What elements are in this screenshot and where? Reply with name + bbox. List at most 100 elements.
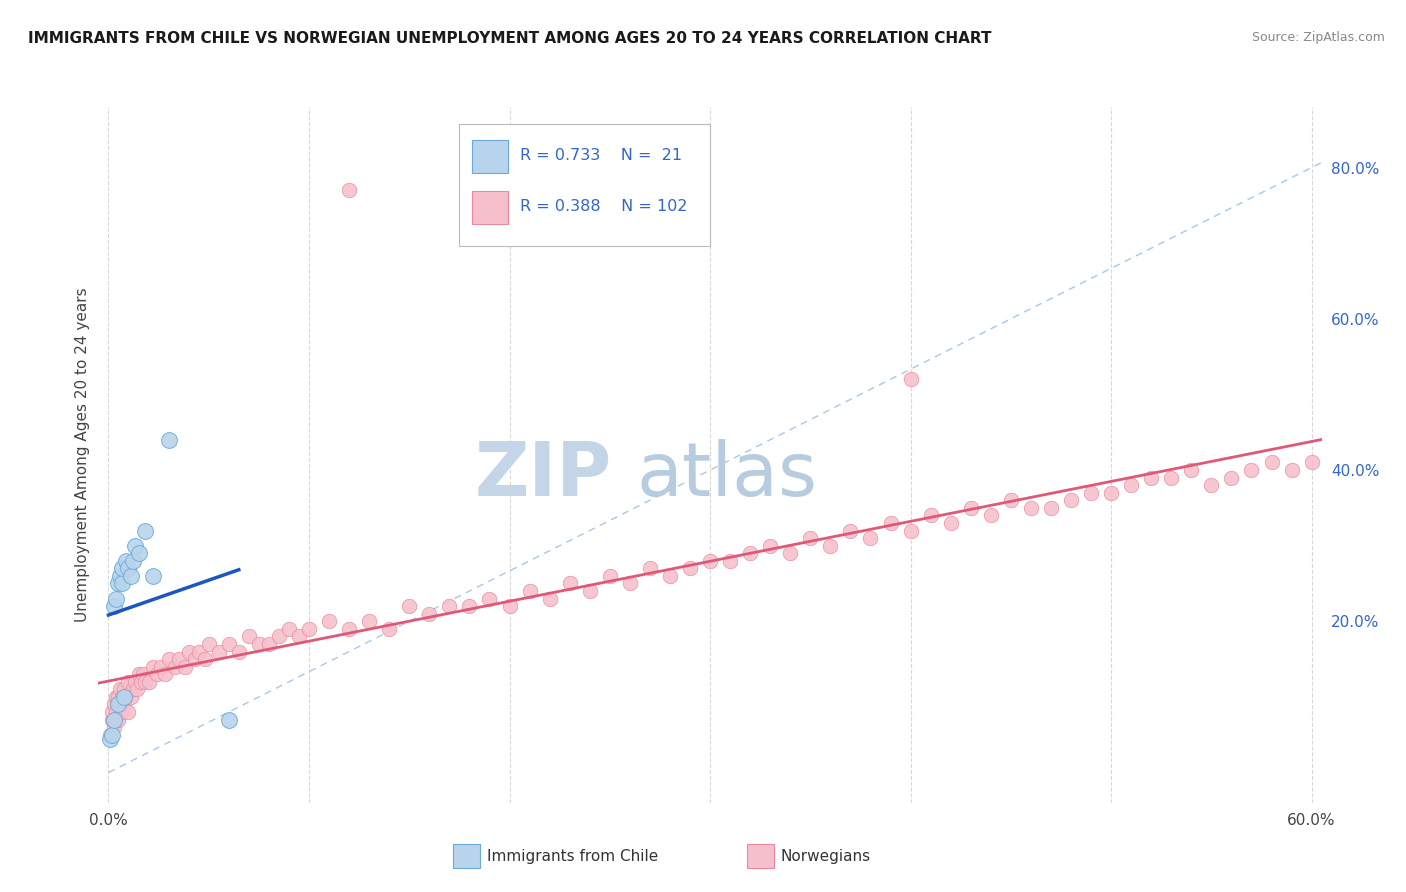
Point: [839, 524, 862, 538]
Point: [121, 554, 143, 568]
Point: [478, 591, 501, 606]
FancyBboxPatch shape: [453, 844, 479, 868]
Point: [759, 539, 782, 553]
Point: [107, 576, 129, 591]
Point: [103, 599, 125, 614]
Text: ZIP: ZIP: [475, 439, 612, 512]
Point: [398, 599, 420, 614]
Point: [658, 569, 681, 583]
Point: [103, 720, 125, 734]
Point: [149, 659, 172, 673]
Point: [879, 516, 901, 530]
Point: [1220, 470, 1243, 484]
Point: [558, 576, 581, 591]
Point: [1140, 470, 1163, 484]
Point: [1121, 478, 1143, 492]
Point: [134, 674, 156, 689]
Point: [111, 576, 134, 591]
Point: [238, 629, 260, 643]
Point: [105, 705, 128, 719]
Point: [115, 690, 138, 704]
Point: [900, 524, 922, 538]
Point: [1019, 500, 1042, 515]
Point: [145, 667, 167, 681]
Point: [157, 652, 180, 666]
Point: [1080, 485, 1102, 500]
Point: [519, 584, 541, 599]
Point: [939, 516, 962, 530]
Text: Norwegians: Norwegians: [780, 849, 872, 863]
Point: [121, 682, 143, 697]
Text: atlas: atlas: [637, 439, 818, 512]
Point: [257, 637, 280, 651]
Point: [1160, 470, 1182, 484]
Point: [131, 667, 153, 681]
Point: [599, 569, 621, 583]
Point: [439, 599, 461, 614]
Point: [418, 607, 440, 621]
Text: Immigrants from Chile: Immigrants from Chile: [488, 849, 658, 863]
FancyBboxPatch shape: [460, 124, 710, 246]
Point: [111, 690, 134, 704]
Point: [107, 698, 129, 712]
Point: [288, 629, 311, 643]
Point: [298, 622, 321, 636]
Point: [458, 599, 481, 614]
Point: [194, 652, 217, 666]
Point: [117, 705, 139, 719]
FancyBboxPatch shape: [747, 844, 773, 868]
Point: [120, 690, 142, 704]
Point: [1060, 493, 1083, 508]
Point: [101, 713, 124, 727]
Point: [779, 546, 801, 560]
Point: [110, 698, 132, 712]
Point: [103, 698, 125, 712]
Point: [173, 659, 195, 673]
Point: [859, 531, 882, 545]
Point: [114, 690, 136, 704]
Text: R = 0.388    N = 102: R = 0.388 N = 102: [520, 199, 688, 214]
Text: Source: ZipAtlas.com: Source: ZipAtlas.com: [1251, 31, 1385, 45]
Text: R = 0.733    N =  21: R = 0.733 N = 21: [520, 148, 682, 163]
Point: [138, 674, 160, 689]
Point: [124, 674, 146, 689]
Point: [101, 705, 124, 719]
Point: [157, 433, 180, 447]
Point: [699, 554, 721, 568]
Point: [1281, 463, 1303, 477]
Point: [337, 183, 360, 197]
Point: [107, 713, 129, 727]
Point: [277, 622, 299, 636]
Point: [218, 637, 240, 651]
Point: [100, 728, 122, 742]
FancyBboxPatch shape: [471, 140, 508, 173]
Point: [114, 698, 136, 712]
Point: [378, 622, 401, 636]
Point: [153, 667, 176, 681]
Point: [111, 561, 134, 575]
Point: [107, 690, 129, 704]
Point: [115, 554, 138, 568]
Point: [183, 652, 205, 666]
Point: [117, 561, 139, 575]
Point: [103, 713, 125, 727]
Point: [1000, 493, 1022, 508]
Point: [980, 508, 1002, 523]
Point: [1039, 500, 1062, 515]
Point: [134, 524, 156, 538]
Point: [247, 637, 270, 651]
Point: [163, 659, 186, 673]
Point: [128, 546, 150, 560]
Point: [187, 644, 209, 658]
Point: [337, 622, 360, 636]
Point: [117, 674, 139, 689]
Point: [129, 674, 152, 689]
Point: [619, 576, 641, 591]
Point: [578, 584, 600, 599]
Point: [820, 539, 842, 553]
Point: [1180, 463, 1202, 477]
Point: [114, 682, 136, 697]
Point: [267, 629, 290, 643]
FancyBboxPatch shape: [471, 191, 508, 224]
Point: [105, 690, 128, 704]
